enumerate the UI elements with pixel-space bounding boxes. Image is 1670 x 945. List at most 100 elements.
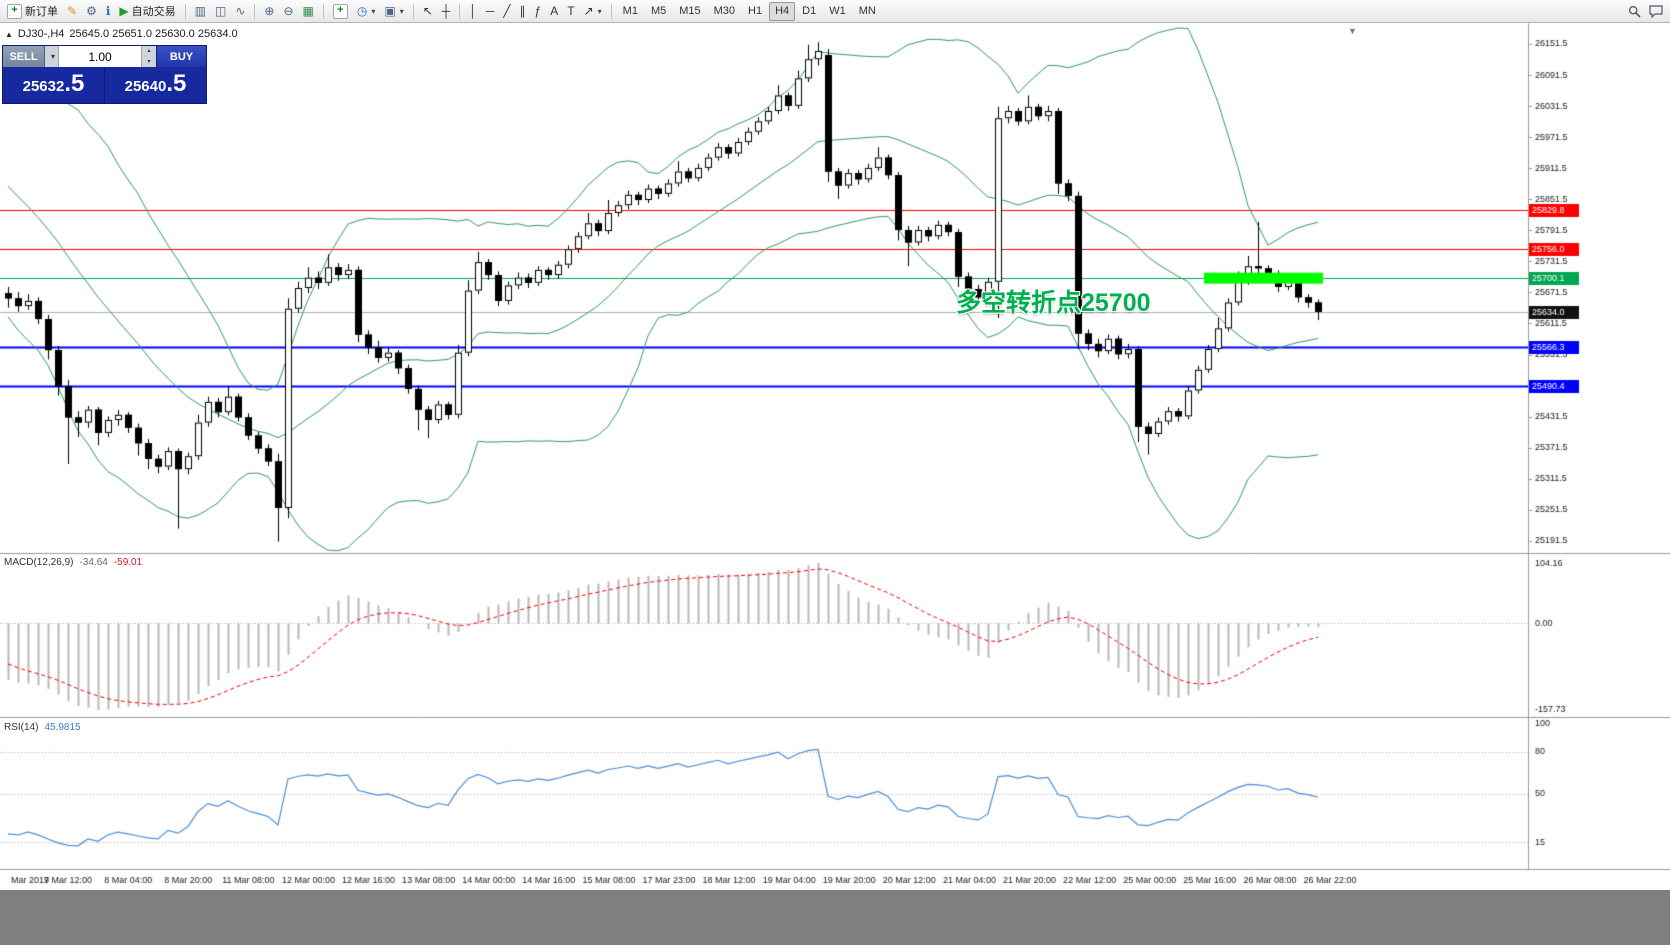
trendline-icon: ╱: [503, 4, 511, 18]
toolbar-separator: [610, 3, 612, 19]
rsi-name: RSI(14): [4, 722, 39, 733]
volume-input[interactable]: 1.00: [59, 46, 141, 67]
text-button[interactable]: A: [546, 2, 562, 21]
one-click-trading-panel: SELL ▾ 1.00 ▴ ▾ BUY 25632.5 25640.5: [2, 45, 207, 104]
chart-annotation-text[interactable]: 多空转折点25700: [956, 289, 1151, 317]
bar-chart-button[interactable]: ▥: [191, 2, 210, 21]
volume-dropdown-button[interactable]: ▾: [45, 46, 59, 67]
metaeditor-button[interactable]: ✎: [63, 2, 81, 21]
tile-windows-button[interactable]: ▦: [299, 2, 318, 21]
chart-ohlc-info: ▲ DJ30-,H4 25645.0 25651.0 25630.0 25634…: [5, 28, 238, 40]
toolbar-separator: [322, 3, 324, 19]
vertical-line-icon: │: [469, 4, 477, 18]
line-chart-button[interactable]: ∿: [231, 2, 249, 21]
vertical-line-button[interactable]: │: [465, 2, 481, 21]
price-chart-canvas[interactable]: [0, 23, 1670, 890]
indicators-icon: +: [332, 3, 348, 19]
timeframe-m5-button[interactable]: M5: [645, 2, 672, 21]
buy-price[interactable]: 25640.5: [105, 67, 206, 103]
timeframe-m30-button[interactable]: M30: [708, 2, 741, 21]
new-order-icon: +: [7, 3, 22, 19]
zoom-out-button[interactable]: ⊖: [279, 2, 297, 21]
trade-prices-row: 25632.5 25640.5: [3, 67, 206, 103]
template-icon: ▣: [384, 4, 396, 18]
trendline-button[interactable]: ╱: [499, 2, 514, 21]
line-chart-icon: ∿: [235, 4, 246, 18]
macd-name: MACD(12,26,9): [4, 557, 74, 568]
bar-chart-icon: ▥: [194, 4, 206, 18]
crosshair-icon: ┼: [441, 4, 451, 18]
autotrading-play-icon: ▶: [119, 4, 129, 18]
cursor-icon: ↖: [422, 4, 433, 18]
main-toolbar: + 新订单 ✎ ⚙ ℹ ▶ 自动交易 ▥ ◫ ∿ ⊕ ⊖ ▦ + ◷ ▾ ▣ ▾…: [0, 0, 1670, 23]
macd-value: -34.64: [79, 557, 108, 568]
rsi-value: 45.9815: [44, 722, 81, 733]
toolbar-separator: [184, 3, 186, 19]
tile-windows-icon: ▦: [302, 4, 314, 18]
volume-down-button[interactable]: ▾: [142, 56, 156, 67]
symbol-period-label: DJ30-,H4: [17, 28, 65, 40]
arrows-button[interactable]: ↗ ▾: [580, 2, 606, 21]
templates-button[interactable]: ▣ ▾: [380, 2, 407, 21]
text-label-icon: T: [567, 4, 575, 18]
timeframe-d1-button[interactable]: D1: [796, 2, 822, 21]
window-bottom-strip: [0, 890, 1670, 945]
timeframe-m1-button[interactable]: M1: [617, 2, 644, 21]
toolbar-separator: [412, 3, 414, 19]
chart-shift-marker[interactable]: ▼: [1348, 26, 1357, 36]
chevron-down-icon: ▾: [371, 6, 376, 16]
gear-icon: ⚙: [86, 4, 97, 18]
volume-up-button[interactable]: ▴: [142, 46, 156, 57]
buy-price-big-digit: .5: [166, 70, 187, 97]
macd-indicator-label: MACD(12,26,9) -34.64 -59.01: [4, 557, 142, 568]
channel-button[interactable]: ∥: [516, 2, 530, 21]
ohlc-values: 25645.0 25651.0 25630.0 25634.0: [69, 28, 238, 40]
sell-price[interactable]: 25632.5: [3, 67, 105, 103]
search-button[interactable]: [1624, 2, 1645, 21]
candlestick-chart-button[interactable]: ◫: [211, 2, 230, 21]
text-label-button[interactable]: T: [563, 2, 578, 21]
chat-icon: [1649, 4, 1663, 18]
symbol-marker-icon: ▲: [5, 29, 13, 39]
channel-icon: ∥: [519, 4, 526, 18]
arrow-tool-icon: ↗: [583, 4, 594, 18]
autotrading-label: 自动交易: [131, 6, 176, 18]
horizontal-line-button[interactable]: ─: [482, 2, 499, 21]
autotrading-button[interactable]: ▶ 自动交易: [115, 2, 179, 21]
rsi-indicator-label: RSI(14) 45.9815: [4, 722, 81, 733]
info-icon: ℹ: [105, 4, 111, 18]
sell-button[interactable]: SELL: [3, 46, 45, 67]
chevron-down-icon: ▾: [597, 6, 602, 16]
trade-controls-row: SELL ▾ 1.00 ▴ ▾ BUY: [3, 46, 206, 67]
text-icon: A: [550, 4, 559, 18]
chat-button[interactable]: [1645, 2, 1667, 21]
timeframe-m15-button[interactable]: M15: [673, 2, 706, 21]
search-icon: [1628, 5, 1641, 18]
timeframe-mn-button[interactable]: MN: [853, 2, 882, 21]
candlestick-chart-icon: ◫: [214, 4, 227, 18]
horizontal-line-icon: ─: [485, 4, 495, 18]
macd-signal-value: -59.01: [113, 557, 143, 568]
fibonacci-icon: ƒ: [534, 4, 542, 18]
buy-button[interactable]: BUY: [156, 46, 206, 67]
zoom-in-button[interactable]: ⊕: [260, 2, 278, 21]
options-button[interactable]: ⚙: [82, 2, 101, 21]
timeframe-h1-button[interactable]: H1: [742, 2, 768, 21]
indicators-button[interactable]: +: [329, 2, 352, 21]
cursor-button[interactable]: ↖: [419, 2, 437, 21]
sell-price-main: 25632: [22, 78, 65, 95]
new-order-button[interactable]: + 新订单: [3, 2, 62, 21]
sell-price-big-digit: .5: [64, 70, 85, 97]
toolbar-separator: [459, 3, 461, 19]
periods-button[interactable]: ◷ ▾: [353, 2, 380, 21]
crosshair-button[interactable]: ┼: [438, 2, 455, 21]
clock-icon: ◷: [356, 4, 368, 18]
toolbar-separator: [254, 3, 256, 19]
metaeditor-icon: ✎: [67, 4, 78, 18]
timeframe-h4-button[interactable]: H4: [769, 1, 796, 21]
timeframe-w1-button[interactable]: W1: [823, 2, 852, 21]
buy-price-main: 25640: [124, 78, 167, 95]
chevron-down-icon: ▾: [399, 6, 404, 16]
fibonacci-button[interactable]: ƒ: [531, 2, 546, 21]
help-button[interactable]: ℹ: [102, 2, 115, 21]
